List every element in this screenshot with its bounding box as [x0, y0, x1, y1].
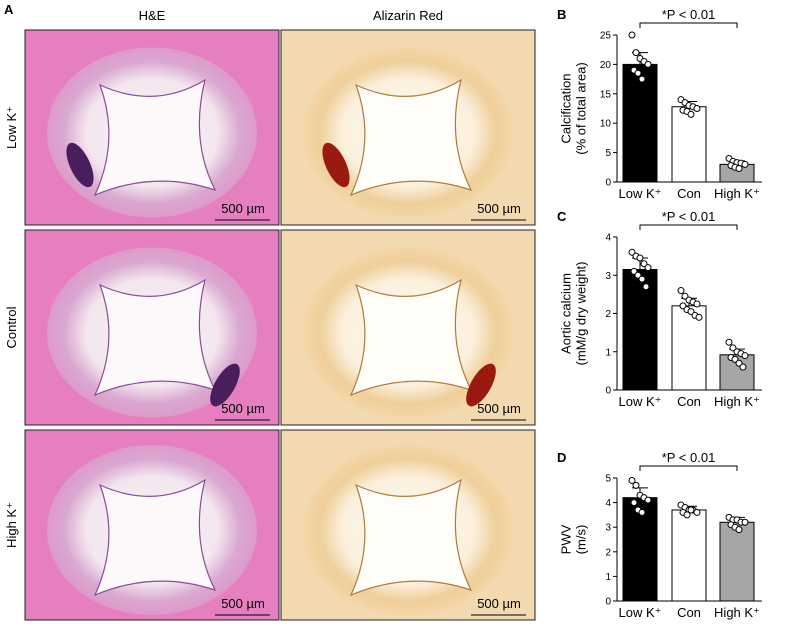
data-point [628, 31, 636, 39]
data-point [677, 287, 685, 295]
bar [622, 269, 658, 391]
data-point [638, 75, 646, 83]
y-tick-label: 0 [605, 178, 611, 189]
x-tick-label: High K⁺ [714, 394, 760, 409]
calcification [466, 363, 496, 407]
y-tick-label: 1 [605, 347, 611, 358]
panel-label: B [557, 7, 566, 22]
x-tick-label: Con [677, 605, 701, 620]
calcification [66, 142, 94, 188]
data-point [693, 105, 701, 112]
y-tick-label: 5 [605, 148, 611, 159]
histology-panels [24, 29, 536, 621]
scale-bar-label: 500 µm [221, 201, 265, 216]
data-point [644, 496, 652, 504]
y-tick-label: 2 [605, 309, 611, 320]
y-tick-label: 25 [600, 31, 612, 42]
calcification [322, 142, 350, 188]
y-axis-label: PWV [559, 524, 574, 554]
data-point [644, 60, 652, 68]
lumen [93, 78, 217, 197]
data-point [638, 508, 646, 516]
y-tick-label: 15 [600, 89, 612, 100]
bar [622, 63, 658, 183]
bar [671, 106, 707, 183]
y-axis-label: (mM/g dry weight) [574, 261, 589, 365]
y-tick-label: 2 [605, 547, 611, 558]
scale-bar-label: 500 µm [477, 401, 521, 416]
annotation: *P < 0.01 [662, 209, 716, 224]
bar [719, 521, 755, 602]
data-point [735, 164, 743, 172]
data-point [683, 511, 691, 519]
x-tick-label: Low K⁺ [619, 605, 662, 620]
panel-label: D [557, 450, 566, 465]
row-label: High K⁺ [4, 502, 19, 548]
row-label: Control [4, 306, 19, 348]
data-point [642, 283, 650, 291]
scale-bar-label: 500 µm [221, 596, 265, 611]
y-axis-label: (m/s) [574, 525, 589, 555]
data-point [739, 363, 747, 371]
annotation: *P < 0.01 [662, 450, 716, 465]
data-point [741, 518, 749, 526]
y-axis-label: Aortic calcium [559, 273, 574, 354]
panel-label: C [557, 209, 567, 224]
data-point [634, 69, 642, 77]
y-tick-label: 4 [605, 498, 611, 509]
x-tick-label: Con [677, 186, 701, 201]
y-tick-label: 1 [605, 572, 611, 583]
calcification [210, 363, 240, 407]
data-point [695, 313, 703, 321]
data-point [725, 338, 733, 346]
data-point [693, 508, 701, 516]
x-tick-label: High K⁺ [714, 605, 760, 620]
row-label: Low K⁺ [4, 106, 19, 149]
data-point [735, 526, 743, 534]
y-axis-label: (% of total area) [574, 62, 589, 155]
x-tick-label: Low K⁺ [619, 394, 662, 409]
significance-bracket [639, 22, 738, 28]
data-point [630, 499, 638, 507]
column-title: H&E [139, 8, 166, 23]
y-tick-label: 20 [600, 60, 612, 71]
y-tick-label: 0 [605, 597, 611, 608]
x-tick-label: Con [677, 394, 701, 409]
y-tick-label: 3 [605, 523, 611, 534]
data-point [741, 352, 749, 360]
data-point [632, 481, 640, 489]
significance-bracket [639, 465, 738, 471]
lumen [349, 78, 473, 197]
lumen [349, 278, 473, 397]
panel-label: A [4, 2, 14, 17]
lumen [93, 278, 217, 397]
scale-bar-label: 500 µm [477, 596, 521, 611]
significance-bracket [639, 224, 738, 230]
data-point [741, 160, 749, 168]
x-tick-label: Low K⁺ [619, 186, 662, 201]
data-point [687, 110, 695, 118]
y-tick-label: 5 [605, 474, 611, 485]
scale-bar-label: 500 µm [221, 401, 265, 416]
data-point [638, 275, 646, 283]
y-axis-label: Calcification [559, 73, 574, 143]
data-point [693, 300, 701, 308]
data-point [632, 49, 640, 57]
y-tick-label: 3 [605, 271, 611, 282]
annotation: *P < 0.01 [662, 7, 716, 22]
column-title: Alizarin Red [373, 8, 443, 23]
data-point [687, 506, 695, 514]
bar [671, 509, 707, 602]
data-point [628, 476, 636, 484]
y-tick-label: 0 [605, 386, 611, 397]
data-point [636, 254, 644, 262]
x-tick-label: High K⁺ [714, 186, 760, 201]
scale-bar-label: 500 µm [477, 201, 521, 216]
data-point [644, 264, 652, 272]
y-tick-label: 10 [600, 119, 612, 130]
y-tick-label: 4 [605, 233, 611, 244]
lumen [93, 478, 217, 597]
lumen [349, 478, 473, 597]
